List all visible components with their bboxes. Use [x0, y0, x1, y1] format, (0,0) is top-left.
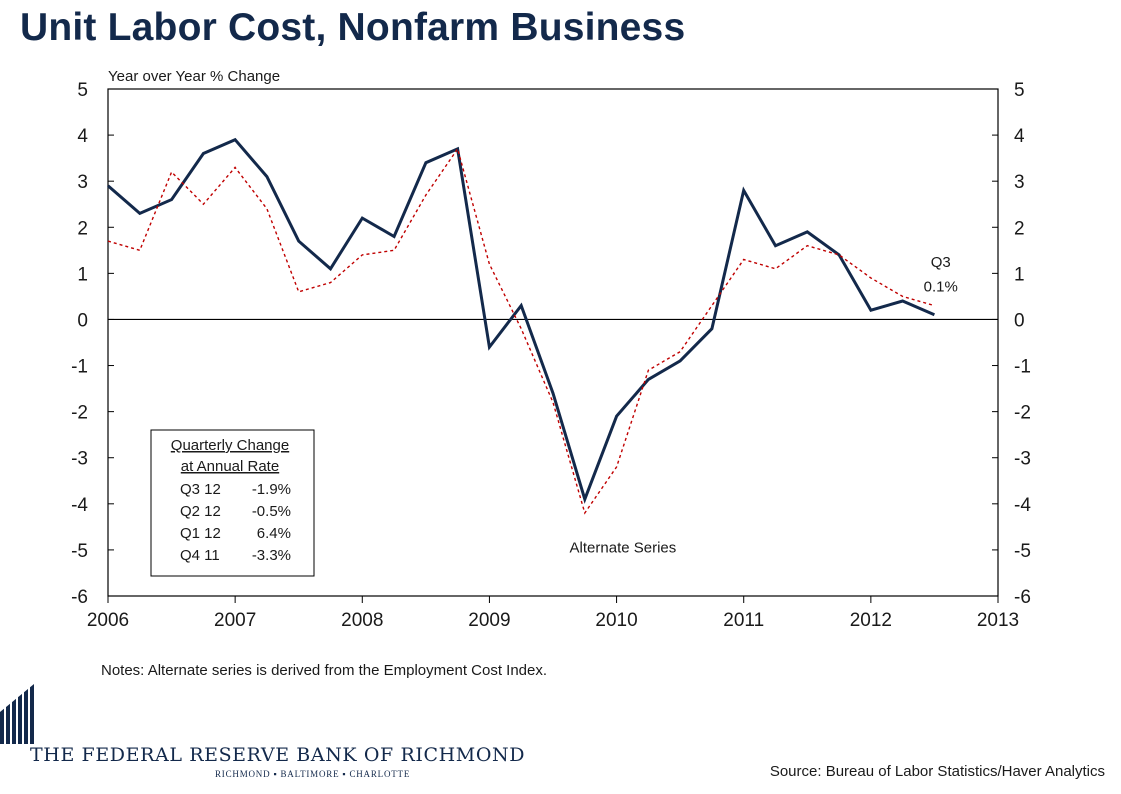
line-chart: Year over Year % Change 5 5 4 4 3 3 2 2 1 1 0 0 -1 -1… — [71, 68, 1031, 631]
box-row-value: -3.3% — [252, 547, 291, 564]
y-tick-label-right: 3 — [1014, 172, 1025, 193]
chart-notes: Notes: Alternate series is derived from … — [101, 662, 548, 679]
y-tick-label-right: -3 — [1014, 449, 1031, 470]
bank-logo-icon — [0, 684, 34, 744]
chart-annotation: Alternate Series — [570, 540, 677, 557]
y-tick-label-left: -4 — [71, 495, 88, 516]
y-tick-label-left: 4 — [77, 126, 88, 147]
y-tick-label-left: -6 — [71, 587, 88, 608]
y-tick-label-right: -2 — [1014, 403, 1031, 424]
x-tick-label: 2009 — [468, 610, 510, 631]
y-tick-label-left: 5 — [77, 80, 88, 101]
box-row-period: Q3 12 — [180, 481, 221, 498]
x-tick-label: 2010 — [595, 610, 637, 631]
alternate-series-line — [107, 147, 935, 515]
x-tick-label: 2006 — [87, 610, 129, 631]
y-tick-label-left: -5 — [71, 541, 88, 562]
box-heading-1: Quarterly Change — [171, 437, 289, 454]
plot-frame — [107, 88, 999, 597]
y-tick-label-right: -4 — [1014, 495, 1031, 516]
box-heading-2: at Annual Rate — [181, 458, 279, 475]
box-row-value: 6.4% — [257, 525, 291, 542]
y-tick-label-right: -6 — [1014, 587, 1031, 608]
y-tick-label-left: -2 — [71, 403, 88, 424]
chart-annotation: Q3 — [931, 254, 951, 271]
x-tick-label: 2013 — [977, 610, 1019, 631]
chart-source: Source: Bureau of Labor Statistics/Haver… — [769, 763, 1105, 780]
quarterly-change-box: Quarterly Change at Annual Rate Q3 12 -1… — [150, 429, 315, 577]
page-title: Unit Labor Cost, Nonfarm Business — [20, 6, 686, 49]
quarterly-change-box-frame — [150, 429, 315, 577]
x-tick-label: 2011 — [723, 610, 764, 631]
x-tick-label: 2007 — [214, 610, 256, 631]
y-tick-label-right: -1 — [1014, 357, 1031, 378]
y-tick-label-left: 2 — [77, 218, 88, 239]
axis-layer: 5 54 43 32 21 10 0-1 -1-2 -2-3 -3-4 -4-5 -5-6 -62006… — [71, 80, 1031, 631]
x-tick-label: 2008 — [341, 610, 383, 631]
y-tick-label-left: 0 — [77, 310, 88, 331]
box-row-period: Q4 11 — [180, 547, 220, 564]
y-tick-label-right: 0 — [1014, 310, 1025, 331]
bank-name: THE FEDERAL RESERVE BANK OF RICHMOND — [30, 744, 526, 766]
box-row-period: Q2 12 — [180, 503, 221, 520]
y-tick-label-right: 2 — [1014, 218, 1025, 239]
y-tick-label-left: 3 — [77, 172, 88, 193]
y-tick-label-left: -1 — [71, 357, 88, 378]
y-tick-label-right: -5 — [1014, 541, 1031, 562]
y-tick-label-right: 4 — [1014, 126, 1025, 147]
y-tick-label-left: -3 — [71, 449, 88, 470]
box-row-period: Q1 12 — [180, 525, 221, 542]
annotation-layer: Q3 0.1% Alternate Series — [570, 254, 958, 557]
chart-annotation: 0.1% — [924, 278, 958, 295]
y-tick-label-right: 1 — [1014, 264, 1025, 285]
y-tick-label-left: 1 — [77, 264, 88, 285]
y-tick-label-right: 5 — [1014, 80, 1025, 101]
series-layer — [107, 137, 935, 515]
y-axis-label: Year over Year % Change — [108, 68, 280, 85]
bank-cities: RICHMOND ▪ BALTIMORE ▪ CHARLOTTE — [215, 769, 411, 779]
box-row-value: -0.5% — [252, 503, 291, 520]
box-row-value: -1.9% — [252, 481, 291, 498]
unit-labor-cost-line — [107, 137, 935, 504]
x-tick-label: 2012 — [850, 610, 892, 631]
